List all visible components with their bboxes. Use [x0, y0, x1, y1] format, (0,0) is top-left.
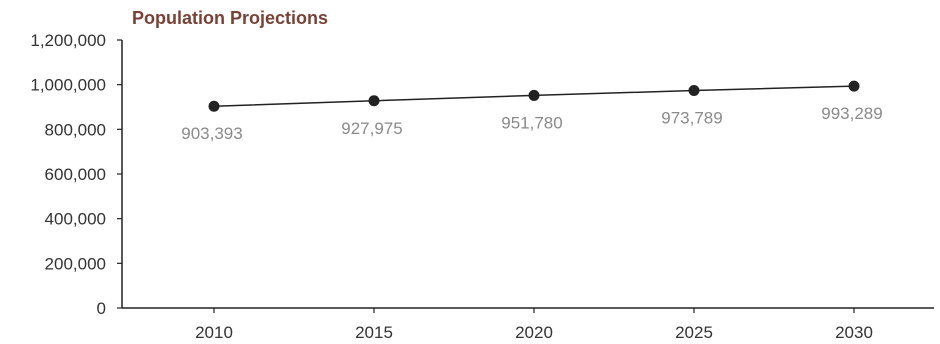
data-label: 951,780	[501, 113, 562, 132]
x-tick-label: 2030	[835, 323, 873, 342]
data-point	[688, 85, 700, 97]
data-label: 903,393	[181, 124, 242, 143]
x-tick-label: 2025	[675, 323, 713, 342]
chart-title: Population Projections	[132, 8, 329, 28]
data-point	[848, 80, 860, 92]
y-tick-label: 200,000	[45, 254, 106, 273]
data-point	[528, 89, 540, 101]
data-point	[368, 95, 380, 107]
y-tick-label: 400,000	[45, 210, 106, 229]
y-tick-label: 0	[97, 299, 106, 318]
x-axis-ticks: 2010 2015 2020 2025 2030	[195, 308, 873, 342]
y-axis-ticks: 0 200,000 400,000 600,000 800,000 1,000,000 1,…	[30, 31, 122, 318]
y-tick-label: 600,000	[45, 165, 106, 184]
series-layer	[208, 80, 860, 112]
data-labels: 903,393 927,975 951,780 973,789 993,289	[181, 104, 882, 143]
data-point	[208, 100, 220, 112]
data-label: 973,789	[661, 109, 722, 128]
data-label: 927,975	[341, 119, 402, 138]
x-tick-label: 2010	[195, 323, 233, 342]
y-tick-label: 1,000,000	[30, 76, 106, 95]
x-tick-label: 2020	[515, 323, 553, 342]
data-label: 993,289	[821, 104, 882, 123]
x-tick-label: 2015	[355, 323, 393, 342]
chart-axes	[121, 40, 934, 309]
y-tick-label: 1,200,000	[30, 31, 106, 50]
y-tick-label: 800,000	[45, 120, 106, 139]
